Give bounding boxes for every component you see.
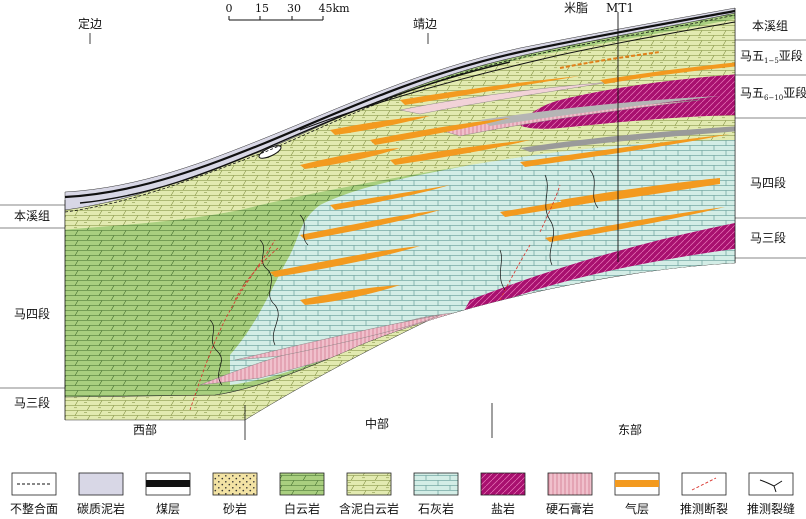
legend-carb-mudstone: 碳质泥岩 — [77, 472, 125, 516]
scale-tick-0: 0 — [226, 2, 233, 15]
right-ma5-upper: 马五1−5亚段 — [740, 48, 803, 65]
coal-seam — [64, 9, 736, 199]
svg-text:盐岩: 盐岩 — [491, 501, 515, 516]
legend-sandstone: 砂岩 — [212, 472, 258, 516]
region-central: 中部 — [365, 416, 389, 431]
left-ma4: 马四段 — [14, 306, 50, 321]
region-west: 西部 — [133, 422, 157, 437]
legend: 不整合面 碳质泥岩 煤层 砂岩 白云岩 含泥白云岩 石灰岩 盐岩 — [10, 472, 795, 516]
right-ma3: 马三段 — [750, 230, 786, 245]
svg-text:推测断裂: 推测断裂 — [680, 501, 728, 516]
right-unit-ticks — [734, 8, 806, 263]
svg-text:煤层: 煤层 — [156, 502, 180, 516]
well-label-mt1: MT1 — [606, 1, 634, 15]
legend-salt: 盐岩 — [480, 472, 526, 516]
place-labels: 定边 靖边 米脂 MT1 — [78, 0, 634, 44]
fractures — [209, 169, 599, 386]
left-unit-ticks — [0, 200, 66, 420]
argillaceous-dolomite-band — [65, 18, 735, 230]
region-east: 东部 — [618, 422, 642, 437]
place-dingbian: 定边 — [78, 16, 102, 31]
faults — [189, 184, 561, 411]
left-benxi: 本溪组 — [14, 209, 50, 223]
svg-text:白云岩: 白云岩 — [284, 501, 320, 516]
left-unit-labels: 本溪组 马四段 马三段 — [14, 209, 50, 410]
legend-fault: 推测断裂 — [680, 472, 728, 516]
svg-text:推测裂缝: 推测裂缝 — [747, 501, 795, 516]
scale-tick-45: 45km — [318, 2, 350, 15]
region-labels: 西部 中部 东部 — [133, 416, 642, 437]
cross-section — [0, 7, 806, 440]
unconformity-line — [64, 14, 736, 213]
place-jingbian: 靖边 — [413, 17, 437, 31]
legend-limestone: 石灰岩 — [413, 472, 459, 516]
scale-tick-30: 30 — [287, 2, 301, 15]
scale-bar: 0 15 30 45km — [226, 2, 350, 21]
gas-layers — [270, 62, 735, 305]
svg-text:碳质泥岩: 碳质泥岩 — [77, 501, 125, 516]
left-ma3: 马三段 — [14, 395, 50, 410]
right-unit-labels: 本溪组 马五1−5亚段 马五6−10亚段 马四段 马三段 — [740, 19, 806, 245]
legend-gas: 气层 — [614, 472, 660, 516]
legend-anhydrite: 硬石膏岩 — [546, 472, 594, 516]
right-ma5-lower: 马五6−10亚段 — [740, 85, 806, 102]
place-mizhi: 米脂 — [564, 0, 588, 15]
legend-coal: 煤层 — [145, 472, 191, 516]
legend-argil-dolomite: 含泥白云岩 — [339, 472, 399, 516]
legend-fracture: 推测裂缝 — [747, 472, 795, 516]
svg-text:砂岩: 砂岩 — [223, 501, 247, 516]
svg-text:硬石膏岩: 硬石膏岩 — [546, 501, 594, 516]
salt-lower — [460, 222, 735, 318]
svg-text:石灰岩: 石灰岩 — [418, 501, 454, 516]
svg-text:气层: 气层 — [625, 501, 649, 516]
scale-tick-15: 15 — [255, 2, 269, 15]
right-benxi: 本溪组 — [752, 19, 788, 33]
svg-text:不整合面: 不整合面 — [10, 501, 58, 516]
right-ma4: 马四段 — [750, 175, 786, 190]
svg-text:含泥白云岩: 含泥白云岩 — [339, 501, 399, 516]
legend-dolomite: 白云岩 — [279, 472, 325, 516]
legend-unconformity: 不整合面 — [10, 472, 58, 516]
